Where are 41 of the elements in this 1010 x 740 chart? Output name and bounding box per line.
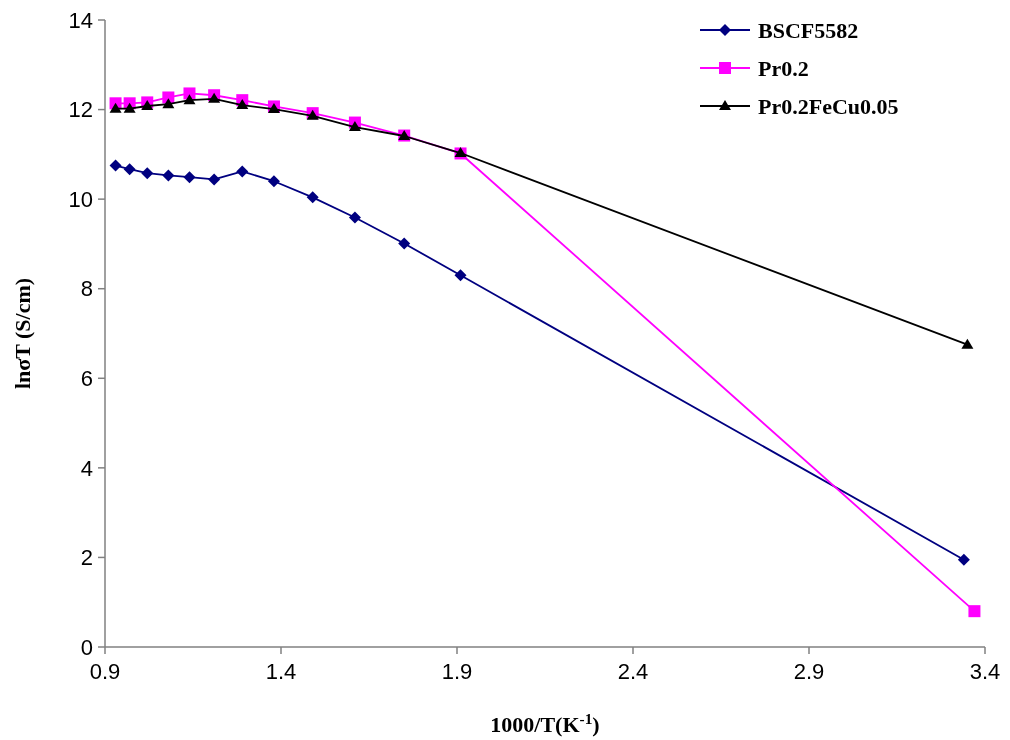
point (109, 159, 122, 172)
point (236, 165, 249, 178)
x-tick-label: 1.9 (441, 659, 473, 684)
point (957, 553, 970, 566)
y-tick-label: 14 (68, 7, 93, 33)
point (267, 175, 280, 188)
y-tick-label: 4 (80, 455, 93, 481)
point (348, 211, 361, 224)
y-tick-label: 12 (68, 97, 93, 123)
point (968, 605, 981, 618)
point (348, 121, 361, 132)
legend-label: BSCF5582 (758, 17, 859, 43)
point (183, 171, 196, 184)
x-tick-label: 2.9 (793, 659, 825, 684)
x-tick-label: 3.4 (969, 659, 1001, 684)
x-tick-label: 2.4 (617, 659, 649, 684)
y-tick-label: 10 (68, 186, 93, 212)
point (109, 102, 122, 113)
point (961, 338, 974, 349)
point (306, 191, 319, 204)
point (208, 173, 221, 186)
y-tick-label: 6 (80, 365, 93, 391)
y-tick-label: 2 (80, 545, 93, 571)
point (236, 99, 249, 110)
x-axis-title: 1000/T(K$^{-1}$) (490, 709, 600, 737)
point (162, 98, 175, 109)
x-tick-label: 1.4 (265, 659, 297, 684)
point (162, 169, 175, 182)
y-tick-label: 8 (80, 276, 93, 302)
point (454, 269, 467, 282)
point (398, 237, 411, 250)
point (123, 102, 136, 113)
point (141, 167, 154, 180)
point (123, 163, 136, 176)
point (183, 94, 196, 105)
legend-label: Pr0.2FeCu0.05 (758, 93, 899, 119)
x-tick-label: 0.9 (89, 659, 121, 684)
legend-label: Pr0.2 (758, 55, 809, 81)
y-axis-title: lnσT (S/cm) (10, 277, 35, 390)
point (183, 87, 196, 100)
y-tick-label: 0 (80, 634, 93, 660)
